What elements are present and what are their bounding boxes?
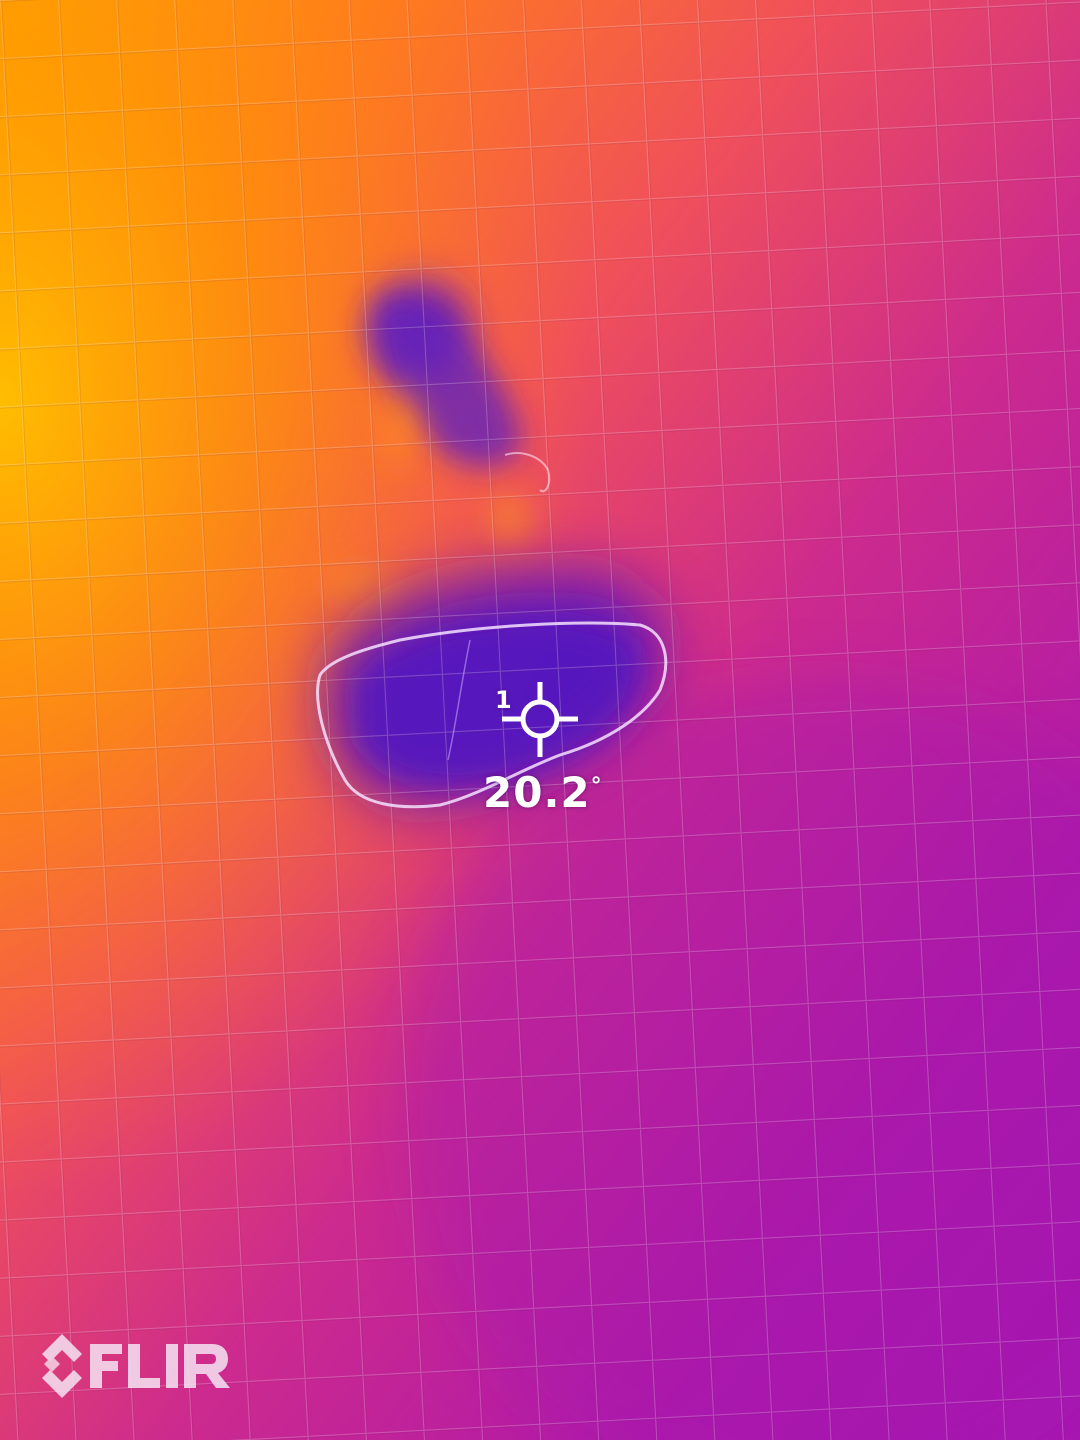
flir-logo-icon: [40, 1330, 240, 1402]
degree-symbol: °: [590, 774, 603, 799]
crosshair-icon: [502, 682, 578, 757]
temperature-value: 20.2: [483, 768, 591, 817]
spot-meter-index: 1: [495, 686, 512, 714]
spot-meter-temperature: 20.2°: [483, 772, 603, 814]
